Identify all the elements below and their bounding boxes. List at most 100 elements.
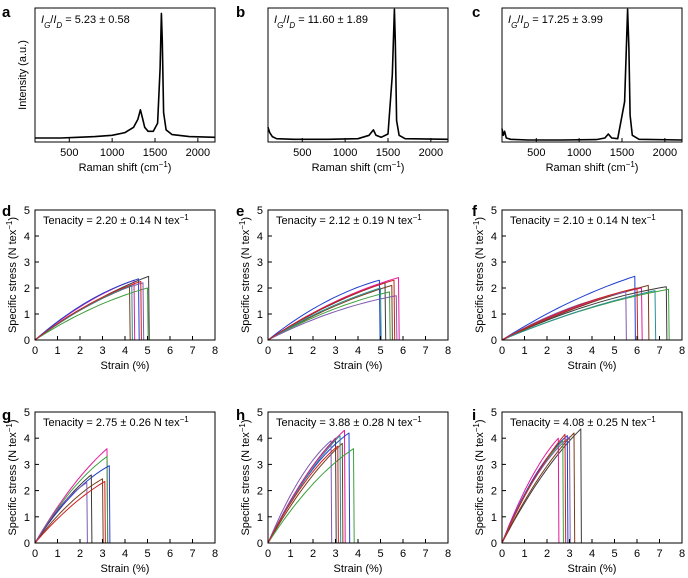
x-axis-label: Strain (%): [568, 360, 617, 372]
y-tick-label: 5: [257, 407, 263, 419]
plot-frame: [267, 7, 449, 143]
y-tick-label: 3: [257, 459, 263, 471]
stress-curve-7: [34, 480, 106, 544]
y-tick-label: 3: [491, 257, 497, 269]
y-tick-label: 2: [24, 283, 30, 295]
ratio-annotation: IG/ID = 17.25 ± 3.99: [508, 14, 603, 30]
x-tick-label: 1: [54, 345, 60, 357]
plot-data: [35, 12, 216, 139]
y-axis-label: Specific stress (N tex−1): [238, 419, 253, 535]
stress-curve-7: [501, 433, 567, 544]
panel-letter: a: [2, 4, 11, 21]
plot-data: [267, 277, 400, 341]
x-tick-label: 8: [445, 345, 451, 357]
y-tick-label: 0: [257, 538, 263, 550]
plot-data: [267, 429, 355, 544]
stress-curve-4: [501, 284, 650, 341]
x-tick-label: 8: [679, 548, 685, 560]
y-tick-label: 3: [257, 257, 263, 269]
x-tick-label: 4: [122, 548, 128, 560]
y-tick-label: 5: [24, 407, 30, 419]
panel-d: d 0 1 2 3 4 5 6 7 8 0 1 2 3 4 5 Strain (%) Specific stres…: [2, 203, 218, 372]
x-tick-label: 3: [332, 548, 338, 560]
panel-g: g 0 1 2 3 4 5 6 7 8 0 1 2 3 4 5 Strain (%) Specific stres…: [2, 407, 218, 575]
x-tick-label: 2: [544, 548, 550, 560]
x-tick-label: 2000: [653, 147, 677, 159]
stress-curve-8: [501, 287, 639, 341]
x-tick-label: 5: [377, 345, 383, 357]
x-tick-label: 2: [310, 345, 316, 357]
y-tick-label: 1: [491, 512, 497, 524]
x-axis-label: Strain (%): [101, 563, 150, 575]
y-tick-label: 0: [491, 335, 497, 347]
x-tick-label: 2: [77, 345, 83, 357]
y-tick-label: 5: [24, 205, 30, 217]
y-tick-label: 4: [24, 433, 30, 445]
y-tick-label: 1: [24, 309, 30, 321]
x-tick-label: 2000: [419, 147, 443, 159]
x-tick-label: 7: [656, 345, 662, 357]
stress-curve-5: [34, 287, 149, 341]
x-tick-label: 6: [400, 345, 406, 357]
x-tick-label: 7: [422, 548, 428, 560]
x-tick-label: 4: [355, 345, 361, 357]
x-tick-label: 1500: [143, 147, 167, 159]
x-tick-label: 6: [634, 345, 640, 357]
y-tick-label: 4: [257, 433, 263, 445]
stress-curve-4: [267, 284, 393, 341]
y-axis-label: Specific stress (N tex−1): [5, 419, 20, 535]
y-tick-label: 1: [491, 309, 497, 321]
panel-letter: c: [472, 4, 480, 21]
stress-curve-5: [501, 288, 670, 341]
x-tick-label: 1: [54, 548, 60, 560]
y-tick-label: 4: [24, 231, 30, 243]
x-tick-label: 5: [611, 548, 617, 560]
x-tick-label: 2: [310, 548, 316, 560]
x-tick-label: 4: [122, 345, 128, 357]
x-tick-label: 5: [611, 345, 617, 357]
panel-i: i 0 1 2 3 4 5 6 7 8 0 1 2 3 4 5 Strain (%) Specific stres…: [472, 407, 686, 575]
y-tick-label: 3: [24, 459, 30, 471]
stress-curve-3: [267, 279, 381, 341]
plot-frame: [501, 411, 683, 544]
x-tick-label: 2: [77, 548, 83, 560]
raman-spectrum-line: [267, 8, 449, 141]
plot-frame: [267, 411, 449, 544]
x-tick-label: 1: [287, 548, 293, 560]
x-tick-label: 4: [355, 548, 361, 560]
x-tick-label: 5: [144, 548, 150, 560]
y-tick-label: 0: [257, 335, 263, 347]
y-axis-label: Specific stress (N tex−1): [472, 217, 487, 333]
x-tick-label: 1: [521, 548, 527, 560]
x-tick-label: 7: [656, 548, 662, 560]
x-tick-label: 7: [189, 345, 195, 357]
y-axis-label: Intensity (a.u.): [17, 40, 29, 110]
tenacity-annotation: Tenacity = 4.08 ± 0.25 N tex−1: [510, 415, 656, 430]
y-tick-label: 2: [491, 486, 497, 498]
x-tick-label: 500: [60, 147, 78, 159]
ratio-annotation: IG/ID = 5.23 ± 0.58: [41, 14, 130, 30]
stress-curve-8: [267, 279, 396, 341]
x-tick-label: 4: [589, 345, 595, 357]
x-tick-label: 2000: [186, 147, 210, 159]
plot-data: [34, 448, 111, 544]
stress-curve-1: [501, 275, 636, 341]
plot-data: [267, 8, 449, 141]
panel-f: f 0 1 2 3 4 5 6 7 8 0 1 2 3 4 5 Strain (%) Specific stres…: [472, 203, 686, 372]
x-tick-label: 1500: [376, 147, 400, 159]
stress-curve-6: [267, 440, 333, 544]
x-tick-label: 8: [212, 548, 218, 560]
x-tick-label: 1: [287, 345, 293, 357]
y-tick-label: 3: [491, 459, 497, 471]
y-tick-label: 1: [257, 512, 263, 524]
y-axis-label: Specific stress (N tex−1): [238, 217, 253, 333]
x-tick-label: 0: [499, 345, 505, 357]
x-tick-label: 7: [189, 548, 195, 560]
x-tick-label: 3: [332, 345, 338, 357]
y-tick-label: 1: [257, 309, 263, 321]
panel-letter: i: [472, 407, 476, 424]
x-tick-label: 0: [265, 548, 271, 560]
x-tick-label: 3: [99, 345, 105, 357]
panel-a: a 500 1000 1500 2000 Raman shift (cm−1) Intens…: [2, 4, 216, 174]
x-tick-label: 0: [32, 345, 38, 357]
